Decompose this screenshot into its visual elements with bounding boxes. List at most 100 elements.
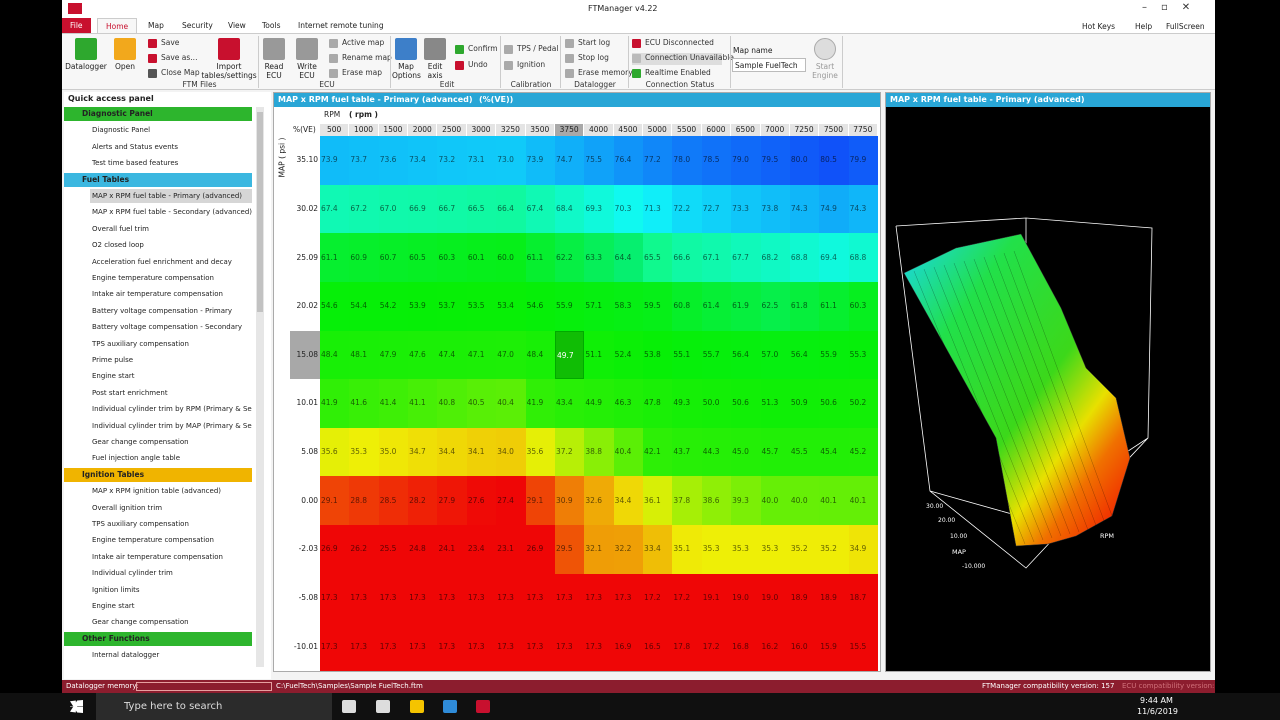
ribbon-button[interactable]: Write ECU	[292, 36, 322, 82]
ribbon-tab[interactable]: View	[228, 21, 246, 30]
table-cell[interactable]: 41.4	[378, 379, 409, 428]
table-cell[interactable]: 60.1	[466, 233, 497, 282]
title-link[interactable]: FullScreen	[1166, 22, 1205, 31]
table-cell[interactable]: 16.2	[760, 622, 790, 671]
table-cell[interactable]: 35.3	[731, 525, 761, 574]
table-cell[interactable]: 17.3	[349, 622, 379, 671]
table-cell[interactable]: 17.3	[584, 622, 614, 671]
table-cell[interactable]: 16.5	[643, 622, 673, 671]
table-cell[interactable]: 73.0	[496, 136, 526, 185]
table-cell[interactable]: 17.2	[701, 622, 732, 671]
table-cell[interactable]: 18.9	[789, 573, 820, 623]
table-cell[interactable]: 72.7	[701, 184, 732, 234]
sidebar-item[interactable]: Gear change compensation	[92, 618, 189, 627]
title-link[interactable]: Hot Keys	[1082, 22, 1116, 31]
sidebar-item[interactable]: Engine start	[92, 602, 135, 610]
ribbon-button[interactable]: Realtime Enabled	[632, 68, 722, 80]
sidebar-item[interactable]: Intake air temperature compensation	[92, 290, 223, 299]
table-cell[interactable]: 65.5	[643, 233, 673, 282]
table-cell[interactable]: 17.2	[672, 573, 702, 623]
table-cell[interactable]: 60.3	[848, 281, 878, 331]
table-cell[interactable]: 47.1	[466, 330, 497, 380]
table-cell[interactable]: 17.3	[496, 622, 526, 671]
table-cell[interactable]: 15.5	[848, 622, 878, 671]
sidebar-item[interactable]: Engine temperature compensation	[92, 536, 214, 545]
table-cell[interactable]: 68.4	[554, 184, 585, 234]
table-cell[interactable]: 15.9	[819, 622, 849, 671]
table-cell[interactable]: 74.7	[554, 136, 585, 185]
table-cell[interactable]: 51.1	[584, 330, 614, 380]
sidebar-item[interactable]: Ignition limits	[92, 585, 140, 594]
table-cell[interactable]: 35.2	[819, 525, 849, 574]
table-cell[interactable]: 17.3	[320, 622, 350, 671]
start-button[interactable]	[70, 700, 83, 713]
table-cell[interactable]: 16.0	[789, 622, 820, 671]
table-cell[interactable]: 60.0	[496, 233, 526, 282]
table-cell[interactable]: 42.1	[643, 427, 673, 477]
table-cell[interactable]: 17.3	[496, 573, 526, 623]
table-cell[interactable]: 59.5	[643, 281, 673, 331]
table-cell[interactable]: 44.3	[701, 427, 732, 477]
table-cell[interactable]: 34.4	[613, 476, 644, 526]
table-cell[interactable]: 50.6	[819, 379, 849, 428]
table-cell[interactable]: 17.3	[349, 573, 379, 623]
table-cell[interactable]: 62.2	[554, 233, 585, 282]
ribbon-button[interactable]: Open	[110, 36, 140, 82]
sidebar-item[interactable]: Overall ignition trim	[92, 503, 163, 512]
table-cell[interactable]: 67.7	[731, 233, 761, 282]
table-cell[interactable]: 75.5	[584, 136, 614, 185]
sidebar-item[interactable]: MAP x RPM fuel table - Primary (advanced…	[90, 189, 252, 203]
table-cell[interactable]: 47.9	[378, 330, 409, 380]
table-cell[interactable]: 27.4	[496, 476, 526, 526]
table-cell[interactable]: 35.3	[760, 525, 790, 574]
taskbar-icon[interactable]	[342, 700, 356, 713]
table-cell[interactable]: 56.4	[731, 330, 761, 380]
table-cell[interactable]: 17.3	[408, 573, 438, 623]
table-cell[interactable]: 34.9	[848, 525, 878, 574]
table-cell[interactable]: 17.3	[466, 622, 497, 671]
table-cell[interactable]: 60.7	[378, 233, 409, 282]
table-cell[interactable]: 53.9	[408, 281, 438, 331]
table-cell[interactable]: 54.6	[320, 281, 350, 331]
table-cell[interactable]: 45.4	[819, 427, 849, 477]
search-box[interactable]: Type here to search	[96, 693, 332, 720]
start-engine-button[interactable]: Start Engine	[810, 36, 840, 82]
table-cell[interactable]: 61.9	[731, 281, 761, 331]
sidebar-item[interactable]: Test time based features	[92, 159, 179, 168]
table-cell[interactable]: 66.9	[408, 184, 438, 234]
table-cell[interactable]: 80.0	[789, 136, 820, 185]
table-cell[interactable]: 72.2	[672, 184, 702, 234]
table-cell[interactable]: 32.6	[584, 476, 614, 526]
sidebar-item[interactable]: Engine temperature compensation	[92, 274, 214, 282]
table-cell[interactable]: 50.9	[789, 379, 820, 428]
table-cell[interactable]: 53.4	[496, 281, 526, 331]
table-cell[interactable]: 73.6	[378, 136, 409, 185]
table-cell[interactable]: 17.3	[378, 622, 409, 671]
table-cell[interactable]: 28.5	[378, 476, 409, 526]
table-cell[interactable]: 34.0	[496, 427, 526, 477]
ribbon-tab[interactable]: Map	[148, 21, 164, 30]
table-cell[interactable]: 16.8	[731, 622, 761, 671]
table-cell[interactable]: 73.9	[525, 136, 555, 185]
table-cell[interactable]: 47.8	[643, 379, 673, 428]
table-cell[interactable]: 35.3	[349, 427, 379, 477]
table-cell[interactable]: 30.9	[554, 476, 585, 526]
table-cell[interactable]: 41.9	[525, 379, 555, 428]
table-cell[interactable]: 17.3	[584, 573, 614, 623]
table-cell[interactable]: 74.9	[819, 184, 849, 234]
table-cell[interactable]: 50.6	[731, 379, 761, 428]
table-cell[interactable]: 48.4	[525, 330, 555, 380]
ribbon-tab[interactable]: File	[62, 18, 91, 33]
section-header[interactable]: Fuel Tables	[64, 172, 252, 187]
table-cell[interactable]: 67.0	[378, 184, 409, 234]
table-cell[interactable]: 67.4	[320, 184, 350, 234]
table-cell[interactable]: 38.6	[701, 476, 732, 526]
table-cell[interactable]: 78.5	[701, 136, 732, 185]
sidebar-item[interactable]: Gear change compensation	[92, 438, 189, 446]
table-cell[interactable]: 67.4	[525, 184, 555, 234]
table-cell[interactable]: 69.4	[819, 233, 849, 282]
sidebar-item[interactable]: Prime pulse	[92, 356, 134, 364]
ribbon-button[interactable]: Start log	[565, 38, 655, 50]
table-cell[interactable]: 64.4	[613, 233, 644, 282]
ribbon-button[interactable]: Erase memory	[565, 68, 655, 80]
